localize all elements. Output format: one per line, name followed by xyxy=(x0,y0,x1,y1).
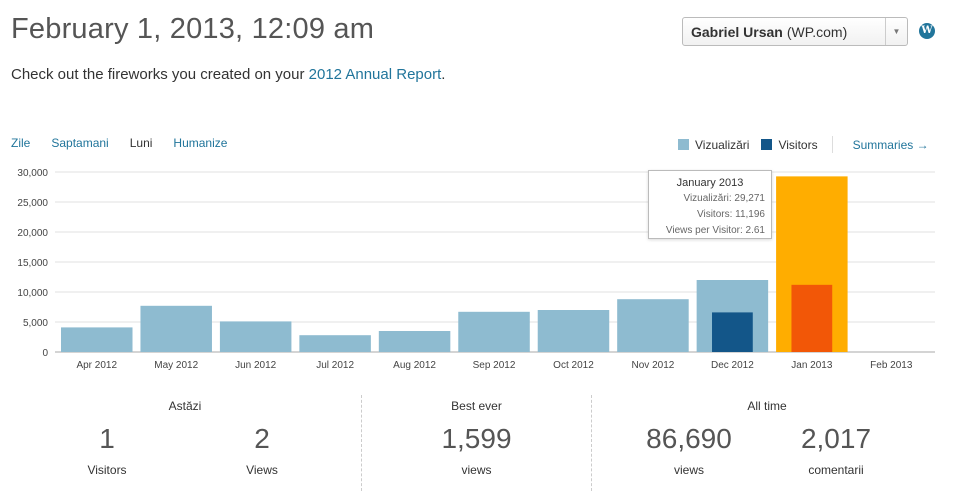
bar-views xyxy=(617,299,689,352)
x-tick-label: May 2012 xyxy=(154,360,198,371)
today-visitors-value: 1 xyxy=(99,423,115,454)
today-visitors-label: Visitors xyxy=(87,463,127,477)
tooltip-views: Vizualizări: 29,271 xyxy=(683,193,765,204)
x-tick-label: Jun 2012 xyxy=(235,360,277,371)
legend-views-swatch xyxy=(678,139,689,150)
stats-best-title: Best ever xyxy=(451,399,502,413)
tab-months[interactable]: Luni xyxy=(129,136,153,150)
chart-legend: Vizualizări Visitors Summaries → xyxy=(678,136,929,153)
best-views-value: 1,599 xyxy=(441,423,512,454)
bar-views xyxy=(458,311,530,352)
x-tick-label: Jul 2012 xyxy=(316,360,354,371)
tab-weeks[interactable]: Saptamani xyxy=(51,136,109,150)
x-tick-label: Jan 2013 xyxy=(791,360,833,371)
bar-views xyxy=(61,327,133,352)
y-tick-label: 25,000 xyxy=(17,198,48,209)
all-time-comments-label: comentarii xyxy=(808,463,864,477)
x-tick-label: Feb 2013 xyxy=(870,360,913,371)
views-chart: 30,000 25,000 20,000 15,000 10,000 5,000 0 Apr … xyxy=(17,168,935,371)
stats-all-time-title: All time xyxy=(747,399,787,413)
site-select-name: Gabriel Ursan xyxy=(691,23,783,40)
stats-divider xyxy=(361,395,362,491)
page-title: February 1, 2013, 12:09 am xyxy=(11,13,375,45)
tab-humanize[interactable]: Humanize xyxy=(173,136,228,150)
today-views-value: 2 xyxy=(254,423,270,454)
intro-prefix: Check out the fireworks you created on y… xyxy=(11,66,309,83)
x-tick-label: Dec 2012 xyxy=(711,360,754,371)
intro-text: Check out the fireworks you created on y… xyxy=(11,66,445,83)
chart-tooltip: January 2013 Vizualizări: 29,271 Visitor… xyxy=(648,170,772,239)
tooltip-visitors: Visitors: 11,196 xyxy=(696,209,765,220)
bar-views xyxy=(299,335,371,352)
dropdown-arrow-icon[interactable]: ▼ xyxy=(885,18,907,45)
tooltip-ratio: Views per Visitor: 2.61 xyxy=(665,225,765,236)
bar-views xyxy=(537,310,610,352)
legend-views-label: Vizualizări xyxy=(695,137,750,152)
legend-visitors-label: Visitors xyxy=(778,137,818,152)
legend-visitors-swatch xyxy=(761,139,773,150)
y-tick-label: 0 xyxy=(42,348,48,359)
stats-today: Astăzi 1 Visitors 2 Views xyxy=(40,393,330,493)
bar-views xyxy=(378,331,451,352)
y-tick-label: 10,000 xyxy=(17,288,48,299)
y-tick-label: 15,000 xyxy=(17,258,48,269)
today-views-label: Views xyxy=(246,463,278,477)
y-tick-label: 5,000 xyxy=(23,318,48,329)
all-time-comments-value: 2,017 xyxy=(800,423,872,454)
bar-views xyxy=(219,321,292,352)
stats-all-time: All time 86,690 views 2,017 comentarii xyxy=(592,393,942,493)
y-tick-label: 30,000 xyxy=(17,168,48,179)
annual-report-link[interactable]: 2012 Annual Report xyxy=(308,66,442,83)
legend-visitors: Visitors xyxy=(761,137,818,152)
stats-today-title: Astăzi xyxy=(168,399,202,413)
bar-views xyxy=(140,305,212,352)
x-tick-label: Apr 2012 xyxy=(76,360,117,371)
stats-summary: Astăzi 1 Visitors 2 Views Best ever 1,59… xyxy=(0,393,953,493)
wordpress-icon[interactable]: W xyxy=(919,23,935,39)
bar-visitors xyxy=(712,312,753,352)
x-tick-label: Aug 2012 xyxy=(393,360,436,371)
bar-visitors xyxy=(791,284,833,352)
site-select-dropdown[interactable]: Gabriel Ursan (WP.com) ▼ xyxy=(682,17,908,46)
x-tick-label: Nov 2012 xyxy=(632,360,675,371)
y-tick-label: 20,000 xyxy=(17,228,48,239)
arrow-right-icon: → xyxy=(916,137,929,152)
legend-divider xyxy=(831,136,833,153)
intro-suffix: . xyxy=(441,66,446,83)
stats-best: Best ever 1,599 views xyxy=(362,393,591,493)
tooltip-title: January 2013 xyxy=(676,177,744,189)
period-tabs: Zile Saptamani Luni Humanize xyxy=(11,136,248,150)
summaries-label: Summaries xyxy=(852,137,914,152)
legend-views: Vizualizări xyxy=(678,138,749,152)
tab-days[interactable]: Zile xyxy=(11,136,31,150)
best-views-label: views xyxy=(461,463,492,477)
all-time-views-value: 86,690 xyxy=(646,423,732,454)
site-select-tag: (WP.com) xyxy=(786,23,848,40)
stats-divider xyxy=(591,395,592,491)
x-tick-label: Sep 2012 xyxy=(473,360,516,371)
all-time-views-label: views xyxy=(673,463,704,477)
x-tick-label: Oct 2012 xyxy=(553,360,594,371)
summaries-link[interactable]: Summaries → xyxy=(853,138,929,152)
